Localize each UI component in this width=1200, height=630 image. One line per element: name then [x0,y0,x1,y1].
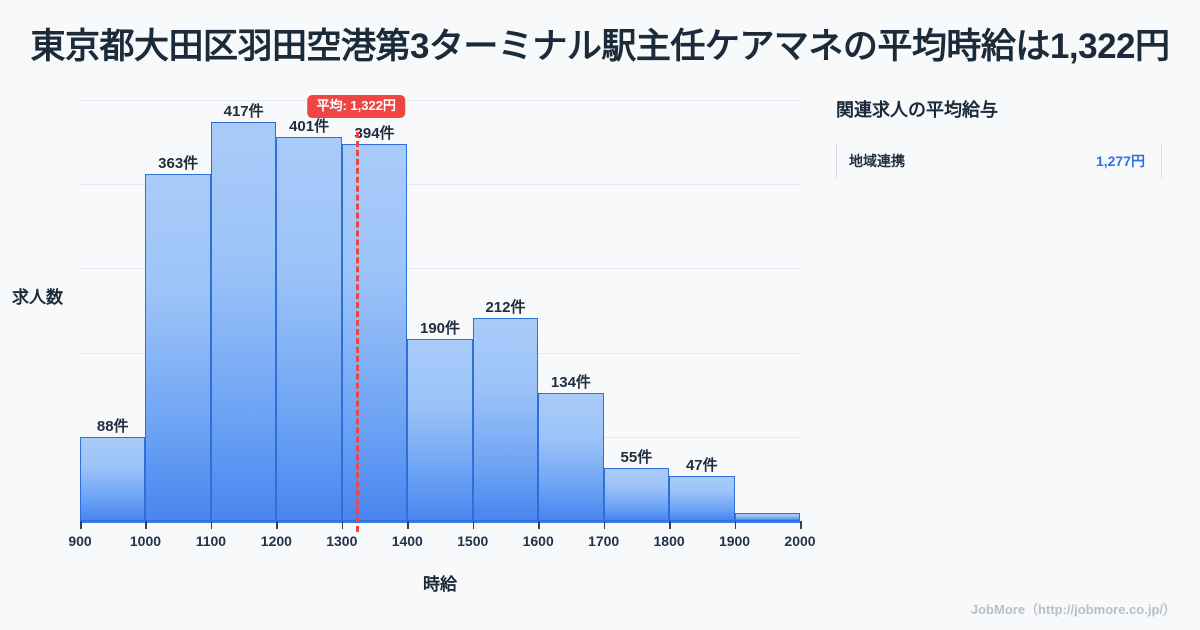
histogram-bar[interactable] [538,392,604,521]
footer-credit: JobMore（http://jobmore.co.jp/） [970,602,1176,617]
gridline [80,100,800,101]
bar-value-label: 212件 [485,299,526,317]
related-salary-panel: 関連求人の平均給与 地域連携 1,277円 [836,100,1176,178]
related-salary-value: 1,277円 [1095,152,1145,169]
related-salary-heading: 関連求人の平均給与 [836,100,998,120]
histogram-bar[interactable] [734,513,800,521]
x-axis-tick-label: 2000 [784,533,816,549]
histogram-bar[interactable] [407,339,473,521]
histogram-bar[interactable] [669,476,735,521]
x-axis-tick-mark [603,521,606,529]
gridline [80,184,800,186]
bar-value-label: 55件 [620,449,653,467]
x-axis-tick-label: 1700 [588,533,620,549]
related-salary-list: 地域連携 1,277円 [836,143,1176,178]
histogram-bar[interactable] [603,468,670,521]
x-axis-tick-label: 1000 [129,533,162,549]
related-salary-name: 地域連携 [849,152,905,169]
histogram-chart: 求人数 時給 88件 363件 417件 401件 394件 190件 212件 134件 55… [0,90,820,594]
gridline [80,268,800,270]
bar-value-label: 47件 [685,457,718,475]
average-badge: 平均: 1,322円 [307,95,405,119]
bar-value-label: 88件 [96,417,129,435]
x-axis-tick-mark [210,521,213,529]
x-axis-tick-label: 900 [68,533,92,549]
histogram-bar[interactable] [472,318,539,521]
bar-value-label: 134件 [550,373,591,391]
histogram-bar[interactable] [145,173,211,521]
x-axis-tick-label: 1900 [718,533,751,549]
x-axis-tick-mark [734,521,737,529]
x-axis-tick-mark [538,521,540,529]
x-axis-tick-mark [145,521,147,529]
x-axis-baseline [80,521,800,523]
histogram-bar[interactable] [80,436,146,521]
x-axis-tick-label: 1100 [195,533,227,549]
x-axis-tick-mark [276,521,278,529]
histogram-bar[interactable] [276,137,342,521]
plot-area: 88件 363件 417件 401件 394件 190件 212件 134件 55件 47件 [80,100,800,532]
bar-value-label: 363件 [158,154,199,172]
x-axis-tick-label: 1200 [260,533,292,549]
histogram-bar[interactable] [210,122,277,521]
x-axis-tick-label: 1500 [457,533,489,549]
bar-value-label: 401件 [289,118,330,136]
bar-value-label: 190件 [419,320,461,338]
x-axis-tick-label: 1600 [522,533,554,549]
histogram-bar[interactable] [341,144,408,521]
y-axis-title: 求人数 [12,288,63,307]
x-axis-tick-label: 1300 [326,533,358,549]
x-axis-tick-label: 1800 [653,533,685,549]
bar-value-label: 394件 [354,125,395,142]
related-salary-row[interactable]: 地域連携 1,277円 [836,143,1162,178]
x-axis-tick-mark [80,521,82,529]
x-axis-tick-mark [341,521,344,529]
x-axis-tick-mark [407,521,409,529]
page-title: 東京都大田区羽田空港第3ターミナル駅主任ケアマネの平均時給は1,322円 [30,27,1170,66]
average-line [356,132,360,532]
x-axis-title: 時給 [423,575,457,594]
x-axis-tick-mark [800,521,802,529]
bar-value-label: 417件 [223,103,264,120]
x-axis-tick-mark [669,521,671,529]
x-axis-tick-label: 1400 [391,533,423,549]
x-axis-tick-mark [472,521,475,529]
